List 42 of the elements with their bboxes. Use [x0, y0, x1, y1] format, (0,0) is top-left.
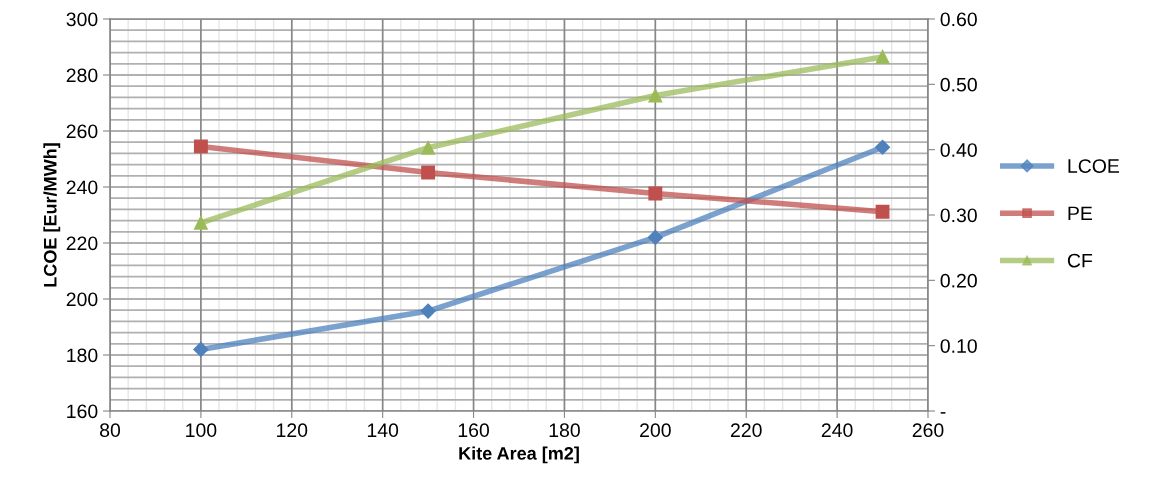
x-tick-label: 80 — [100, 423, 121, 438]
point — [647, 229, 663, 245]
y2-tick-label: 0.10 — [940, 339, 977, 353]
x-tick-label: 260 — [912, 423, 944, 438]
point — [648, 88, 663, 103]
x-tick-label: 140 — [367, 423, 399, 438]
point — [421, 140, 436, 155]
point — [648, 186, 663, 201]
y2-tick-label: 0.50 — [940, 77, 977, 92]
x-axis-title: Kite Area [m2] — [459, 446, 579, 464]
x-tick-label: 220 — [730, 423, 762, 438]
x-tick-label: 240 — [821, 423, 853, 438]
x-tick-label: 160 — [458, 423, 490, 438]
point — [420, 303, 436, 319]
y-axis-title: LCOE [Eur/MWh] — [43, 143, 61, 287]
point — [193, 215, 208, 230]
legend-label: PE — [1068, 206, 1093, 221]
legend-label: CF — [1067, 253, 1093, 268]
y-tick-label: 220 — [66, 236, 98, 251]
y-tick-label: 240 — [66, 180, 98, 195]
y2-tick-label: - — [940, 412, 946, 414]
point — [193, 341, 209, 357]
y2-tick-label: 0.30 — [940, 208, 977, 223]
y2-tick-label: 0.20 — [940, 273, 977, 288]
y-tick-label: 160 — [67, 404, 98, 419]
point — [874, 139, 891, 155]
point — [875, 49, 890, 64]
y2-tick-label: 0.60 — [940, 12, 977, 27]
point — [421, 165, 436, 180]
point — [193, 139, 208, 154]
y2-tick-label: 0.40 — [940, 143, 977, 157]
x-tick-label: 180 — [549, 423, 580, 438]
x-tick-label: 100 — [186, 423, 217, 438]
legend-label: LCOE — [1068, 159, 1120, 173]
y-tick-label: 300 — [66, 12, 98, 27]
y-tick-label: 280 — [66, 68, 98, 83]
y-tick-label: 200 — [66, 292, 98, 307]
y-tick-label: 260 — [66, 124, 98, 139]
point — [875, 204, 890, 219]
x-tick-label: 200 — [640, 423, 671, 438]
x-tick-label: 120 — [277, 423, 308, 438]
y-tick-label: 180 — [67, 348, 98, 363]
